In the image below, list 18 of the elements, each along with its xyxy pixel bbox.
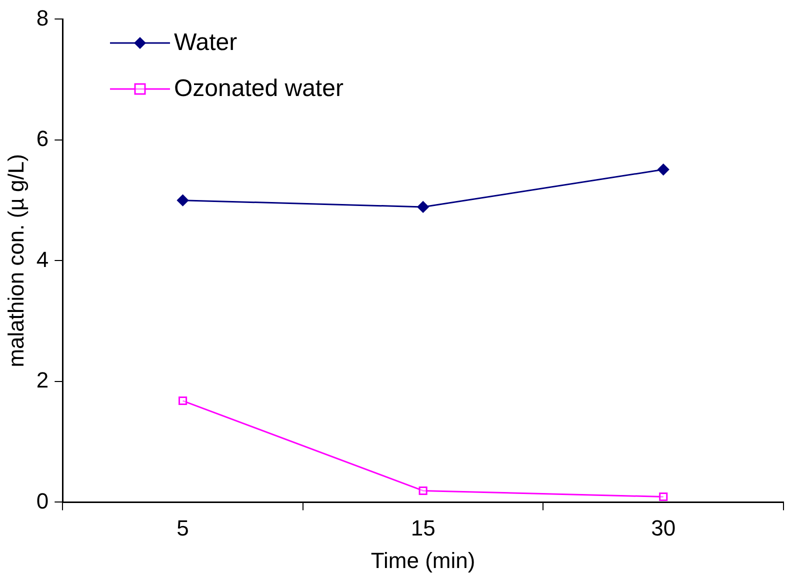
x-tick-label: 30 — [651, 515, 676, 540]
y-tick-label: 2 — [36, 368, 49, 393]
y-axis-title: malathion con. (µ g/L) — [3, 154, 28, 368]
y-tick-label: 8 — [36, 5, 49, 30]
point — [418, 486, 428, 496]
y-tick-label: 6 — [36, 126, 49, 152]
point — [417, 201, 429, 213]
x-axis-title: Time (min) — [370, 548, 476, 573]
legend-label: Water — [174, 29, 238, 57]
y-tick-label: 0 — [36, 488, 49, 514]
legend-label: Ozonated water — [174, 75, 344, 103]
point — [178, 396, 188, 406]
point — [659, 492, 668, 502]
x-tick-label: 5 — [176, 515, 189, 540]
point — [658, 164, 670, 176]
point — [177, 194, 189, 206]
x-tick-label: 15 — [410, 515, 436, 540]
y-tick-label: 4 — [36, 246, 49, 272]
